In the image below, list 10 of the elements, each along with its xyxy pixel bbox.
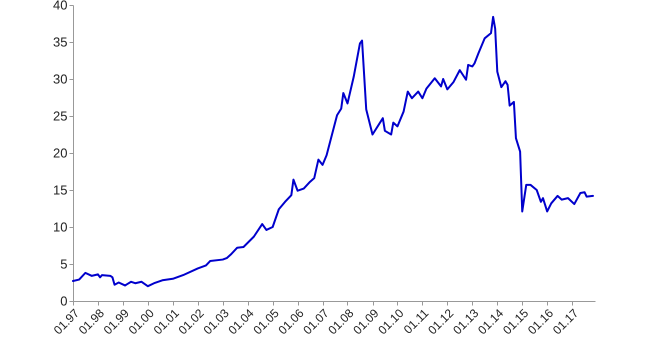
y-tick-label: 25 — [53, 108, 68, 124]
y-tick-label: 30 — [53, 72, 68, 86]
y-tick-label: 40 — [53, 0, 68, 12]
y-tick-label: 15 — [53, 182, 68, 198]
line-series — [72, 16, 594, 288]
y-tick-label: 35 — [53, 34, 68, 50]
y-tick-label: 20 — [53, 146, 68, 160]
y-tick-label: 10 — [53, 220, 68, 234]
y-tick-label: 5 — [60, 256, 68, 272]
y-tick-label: 0 — [60, 294, 68, 308]
